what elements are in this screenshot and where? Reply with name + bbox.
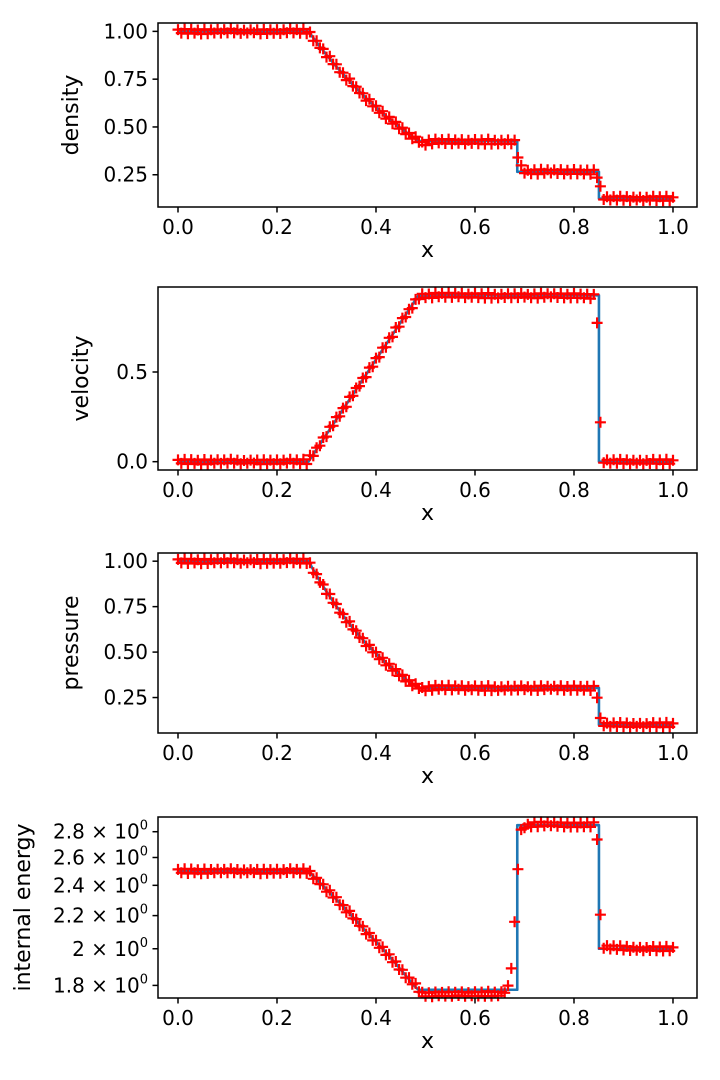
y-tick-label: 2.6 × 100 [53,844,148,869]
subplot-density: 0.0 0.2 0.4 0.6 0.8 1.0 x 0.25 0.50 0.75 1.00 densi… [59,19,698,263]
x-tick-label: 0.6 [459,741,491,765]
x-axis-label: x [421,764,434,789]
y-tick-label: 0.25 [103,686,148,710]
x-tick-label: 0.0 [162,478,194,502]
x-tick-label: 1.0 [657,478,689,502]
x-tick-label: 0.2 [261,478,293,502]
y-tick-label: 0.5 [116,360,148,384]
x-tick-label: 0.0 [162,1006,194,1030]
numerical-solution-markers [172,553,679,733]
x-tick-label: 0.6 [459,1006,491,1030]
x-tick-label: 1.0 [657,741,689,765]
y-tick-label: 0.50 [103,115,148,139]
y-tick-label: 1.8 × 100 [53,972,148,997]
y-axis: 0.25 0.50 0.75 1.00 density [59,19,158,187]
y-axis-label: internal energy [11,823,36,991]
x-tick-label: 0.8 [558,478,590,502]
numerical-solution-markers [172,287,679,470]
y-tick-label: 2.8 × 100 [53,819,148,844]
exact-solution-line [178,559,673,727]
x-tick-label: 0.0 [162,741,194,765]
y-tick-label: 1.00 [103,19,148,43]
axes-spines [157,552,698,734]
y-axis-label: density [59,75,84,156]
y-axis: 1.8 × 100 2 × 100 2.2 × 100 2.4 × 100 2.6 × … [11,819,158,997]
x-axis: 0.0 0.2 0.4 0.6 0.8 1.0 x [162,207,689,263]
x-tick-label: 0.2 [261,1006,293,1030]
x-axis-label: x [421,1029,434,1054]
y-tick-label: 0.75 [103,67,148,91]
x-tick-label: 0.6 [459,478,491,502]
x-tick-label: 0.8 [558,215,590,239]
y-axis-label: velocity [69,336,94,422]
x-axis-label: x [421,238,434,263]
y-tick-label: 1.00 [103,549,148,573]
x-axis: 0.0 0.2 0.4 0.6 0.8 1.0 x [162,733,689,789]
exact-solution-line [178,30,673,200]
x-tick-label: 1.0 [657,1006,689,1030]
y-tick-label: 0.0 [116,450,148,474]
y-tick-label: 2.4 × 100 [53,872,148,897]
x-axis: 0.0 0.2 0.4 0.6 0.8 1.0 x [162,998,689,1054]
x-tick-label: 0.4 [360,1006,392,1030]
axes-spines [157,816,698,999]
x-tick-label: 0.0 [162,215,194,239]
x-tick-label: 0.8 [558,1006,590,1030]
x-axis-label: x [421,501,434,526]
x-tick-label: 0.4 [360,741,392,765]
y-axis: 0.0 0.5 velocity [69,336,158,474]
x-tick-label: 0.8 [558,741,590,765]
numerical-solution-markers [172,23,679,207]
axes-spines [157,22,698,208]
y-tick-label: 2 × 100 [72,936,148,961]
subplot-velocity: 0.0 0.2 0.4 0.6 0.8 1.0 x 0.0 0.5 velocity [69,286,698,526]
exact-solution-line [178,294,673,463]
x-tick-label: 0.2 [261,215,293,239]
y-tick-label: 0.50 [103,640,148,664]
axes-spines [157,286,698,471]
x-axis: 0.0 0.2 0.4 0.6 0.8 1.0 x [162,470,689,526]
y-tick-label: 2.2 × 100 [53,903,148,928]
subplot-internal-energy: 0.0 0.2 0.4 0.6 0.8 1.0 x 1.8 × 100 2 × 100 2.2 ×… [11,816,698,1054]
x-tick-label: 1.0 [657,215,689,239]
y-axis: 0.25 0.50 0.75 1.00 pressure [59,549,158,710]
subplot-pressure: 0.0 0.2 0.4 0.6 0.8 1.0 x 0.25 0.50 0.75 1.00 press… [59,549,698,789]
y-axis-label: pressure [59,595,84,690]
x-tick-label: 0.4 [360,478,392,502]
y-tick-label: 0.75 [103,595,148,619]
y-tick-label: 0.25 [103,163,148,187]
numerical-solution-markers [172,816,679,1003]
x-tick-label: 0.4 [360,215,392,239]
x-tick-label: 0.2 [261,741,293,765]
x-tick-label: 0.6 [459,215,491,239]
exact-solution-line [178,823,673,992]
